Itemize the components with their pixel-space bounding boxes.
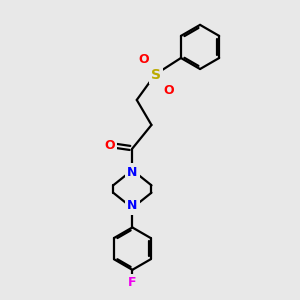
- Text: N: N: [127, 166, 137, 178]
- Text: O: O: [163, 84, 174, 97]
- Text: N: N: [127, 200, 137, 212]
- Text: O: O: [138, 53, 149, 66]
- Text: F: F: [128, 276, 136, 289]
- Text: S: S: [151, 68, 161, 82]
- Text: O: O: [104, 139, 115, 152]
